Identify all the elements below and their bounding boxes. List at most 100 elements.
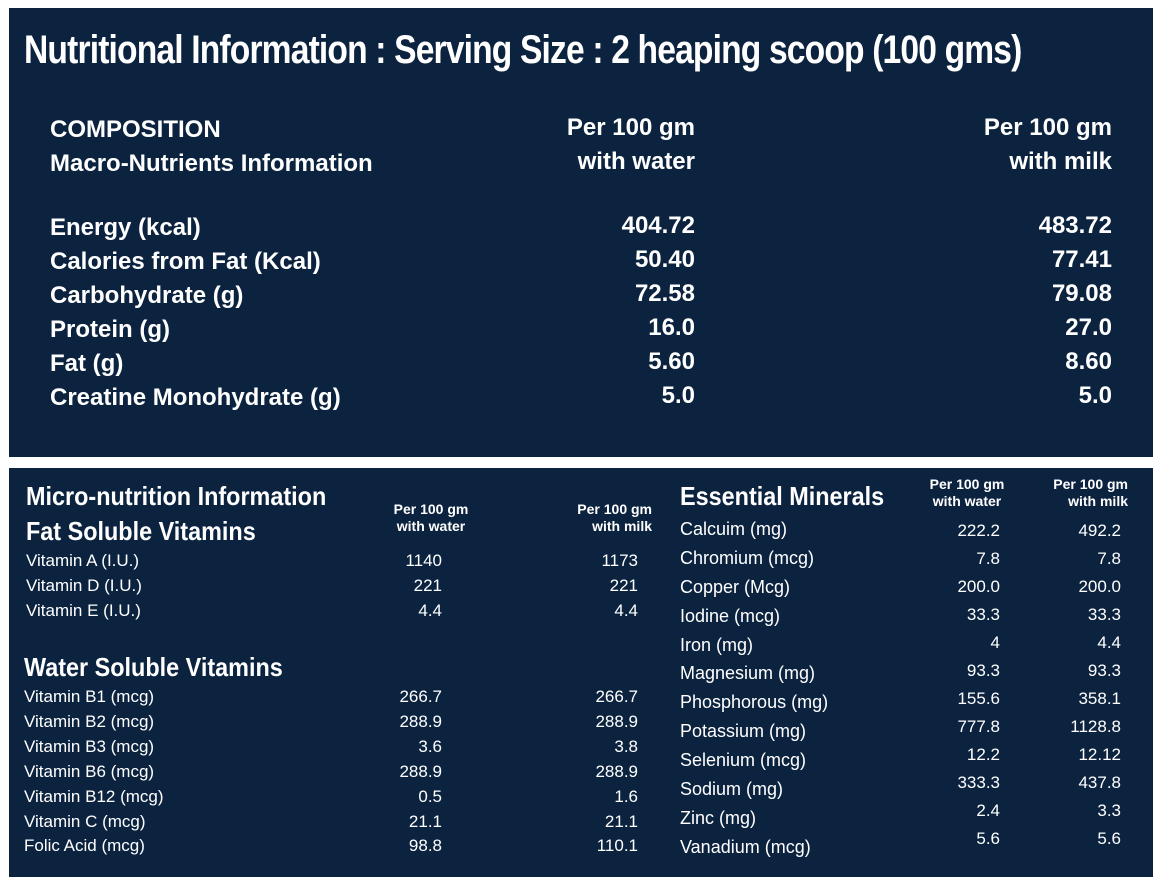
fat-soluble-heading: Fat Soluble Vitamins [26,516,256,546]
mineral-water: 4 [990,633,1000,652]
vitamin-label: Vitamin A (I.U.) [26,551,140,570]
micro-heading: Micro-nutrition Information [26,481,327,511]
mineral-label: Vanadium (mcg) [680,837,811,857]
macro-row-label: Carbohydrate (g) [50,282,244,309]
macro-panel [9,8,1153,457]
vitamin-water: 0.5 [418,787,442,806]
vitamin-label: Vitamin B1 (mcg) [24,687,155,706]
mineral-water: 12.2 [966,745,1000,764]
macro-row-milk: 8.60 [1065,348,1112,375]
minerals-col-water-line2: with water [932,493,1002,509]
vitamin-water: 288.9 [399,762,442,781]
micro-col-milk: Per 100 gm with milk [542,501,652,535]
mineral-milk: 492.2 [1078,521,1121,540]
vitamin-milk: 21.1 [604,812,638,831]
vitamin-water: 221 [413,576,442,595]
vitamin-milk: 110.1 [596,836,638,855]
mineral-water: 93.3 [966,661,1000,680]
macro-row-milk: 77.41 [1051,246,1112,273]
mineral-label: Iodine (mcg) [680,606,781,626]
mineral-milk: 1128.8 [1070,717,1121,736]
water-soluble-heading: Water Soluble Vitamins [24,652,283,682]
macro-col-water-line1: Per 100 gm [566,114,695,141]
macro-row-label: Creatine Monohydrate (g) [50,384,341,411]
micro-col-water-line1: Per 100 gm [393,501,469,517]
mineral-label: Magnesium (mg) [680,663,816,683]
macro-row-label: Protein (g) [50,316,170,343]
vitamin-milk: 3.8 [614,737,638,756]
macro-row-milk: 5.0 [1078,382,1112,409]
mineral-milk: 437.8 [1078,773,1121,792]
macro-row-water: 5.0 [661,382,695,409]
vitamin-milk: 288.9 [595,762,638,781]
minerals-col-milk-line2: with milk [1068,493,1128,509]
mineral-label: Iron (mg) [680,635,754,655]
mineral-label: Sodium (mg) [680,779,784,799]
micro-panel [9,468,1153,877]
mineral-milk: 3.3 [1097,801,1121,820]
vitamin-milk: 1173 [601,551,638,570]
vitamin-water: 21.1 [408,812,442,831]
vitamin-label: Vitamin E (I.U.) [26,601,141,620]
mineral-water: 33.3 [966,605,1000,624]
vitamin-milk: 1.6 [614,787,638,806]
macro-row-milk: 79.08 [1051,280,1112,307]
mineral-water: 155.6 [957,689,1000,708]
mineral-milk: 33.3 [1087,605,1121,624]
vitamin-label: Vitamin B12 (mcg) [24,787,164,806]
micro-col-milk-line1: Per 100 gm [577,501,652,517]
vitamin-water: 288.9 [399,712,442,731]
micro-col-water-line2: with water [396,518,466,534]
mineral-water: 200.0 [957,577,1000,596]
composition-heading: COMPOSITION [50,116,221,143]
macro-row-water: 50.40 [634,246,695,273]
vitamin-label: Folic Acid (mcg) [24,836,145,855]
micro-col-milk-line2: with milk [592,518,652,534]
macro-col-milk-line2: with milk [1009,148,1112,175]
mineral-label: Selenium (mcg) [680,750,807,770]
minerals-col-water: Per 100 gm with water [912,476,1022,510]
mineral-water: 2.4 [976,801,1000,820]
vitamin-milk: 4.4 [614,601,638,620]
mineral-label: Zinc (mg) [680,808,756,828]
macro-row-water: 404.72 [621,212,695,239]
mineral-water: 7.8 [976,549,1000,568]
mineral-milk: 200.0 [1078,577,1121,596]
macro-row-label: Calories from Fat (Kcal) [50,248,321,275]
mineral-label: Calcuim (mg) [680,519,788,539]
macro-col-water-line2: with water [577,148,695,175]
minerals-col-milk-line1: Per 100 gm [1053,476,1128,492]
mineral-milk: 4.4 [1097,633,1121,652]
mineral-water: 333.3 [957,773,1000,792]
vitamin-water: 266.7 [399,687,442,706]
vitamin-milk: 266.7 [595,687,638,706]
mineral-milk: 93.3 [1087,661,1121,680]
micro-col-water: Per 100 gm with water [376,501,486,535]
vitamin-milk: 288.9 [595,712,638,731]
vitamin-water: 4.4 [418,601,442,620]
macro-row-milk: 483.72 [1038,212,1112,239]
vitamin-label: Vitamin B2 (mcg) [24,712,155,731]
macro-row-milk: 27.0 [1065,314,1112,341]
mineral-water: 222.2 [957,521,1000,540]
macro-heading: Macro-Nutrients Information [50,150,373,177]
mineral-milk: 358.1 [1078,689,1121,708]
macro-row-label: Fat (g) [50,350,124,377]
minerals-col-milk: Per 100 gm with milk [1018,476,1128,510]
vitamin-water: 3.6 [418,737,442,756]
page-title: Nutritional Information : Serving Size :… [24,28,1022,72]
mineral-label: Chromium (mcg) [680,548,815,568]
mineral-label: Phosphorous (mg) [680,692,829,712]
vitamin-label: Vitamin B6 (mcg) [24,762,155,781]
mineral-water: 5.6 [976,829,1000,848]
mineral-water: 777.8 [957,717,1000,736]
minerals-col-water-line1: Per 100 gm [929,476,1005,492]
vitamin-label: Vitamin B3 (mcg) [24,737,155,756]
macro-row-water: 72.58 [634,280,695,307]
macro-col-milk-line1: Per 100 gm [983,114,1112,141]
vitamin-label: Vitamin C (mcg) [24,812,146,831]
mineral-label: Copper (Mcg) [680,577,791,597]
vitamin-milk: 221 [609,576,638,595]
mineral-label: Potassium (mg) [680,721,807,741]
mineral-milk: 5.6 [1097,829,1121,848]
